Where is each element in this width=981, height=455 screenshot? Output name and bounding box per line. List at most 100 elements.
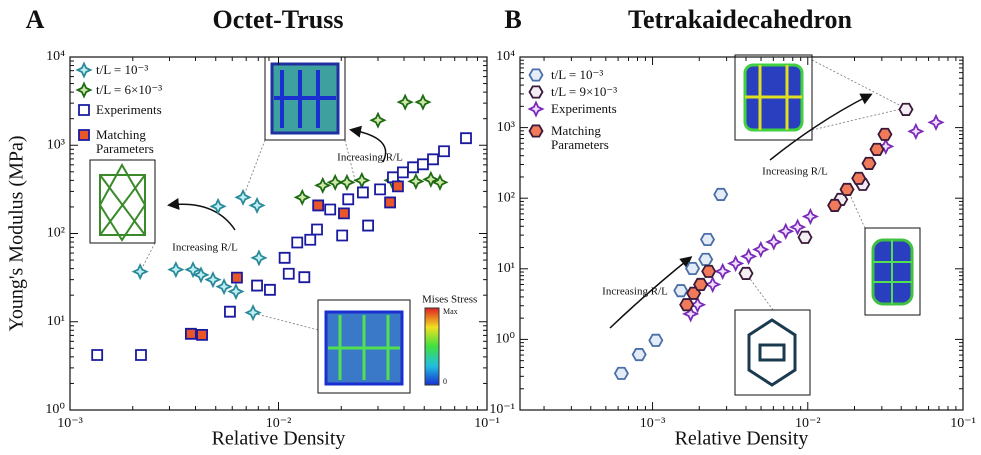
legend-label: Experiments <box>551 102 641 116</box>
point <box>280 253 290 263</box>
point <box>325 205 335 215</box>
colorbar-title: Mises Stress <box>422 294 477 306</box>
legend-entry: Matching Parameters <box>551 124 641 156</box>
legend-label: Matching Parameters <box>551 124 621 152</box>
y-tick-label: 10¹ <box>47 314 65 329</box>
legend-label: t/L = 9×10⁻³ <box>551 85 641 99</box>
point <box>428 154 438 164</box>
point <box>363 221 373 231</box>
point <box>702 266 715 277</box>
point <box>799 232 812 243</box>
point <box>899 104 912 115</box>
point <box>305 235 315 245</box>
y-axis-label: Young's Modulus (MPa) <box>6 135 28 331</box>
legend-marker <box>530 69 543 80</box>
point <box>841 184 854 195</box>
point <box>398 167 408 177</box>
point <box>674 285 687 296</box>
point <box>418 159 428 169</box>
point <box>375 184 385 194</box>
annotation: Increasing R/L <box>337 152 403 164</box>
legend-marker <box>79 105 89 115</box>
legend-label: t/L = 10⁻³ <box>551 68 641 82</box>
legend-label: Experiments <box>96 103 186 117</box>
point <box>439 146 449 156</box>
y-tick-label: 10⁰ <box>495 332 515 347</box>
point <box>340 176 353 189</box>
y-tick-label: 10⁻¹ <box>489 402 515 417</box>
legend-marker <box>530 103 543 116</box>
point <box>252 281 262 291</box>
point <box>265 285 275 295</box>
point <box>358 187 368 197</box>
point <box>313 200 323 210</box>
x-tick-label: 10⁻³ <box>57 416 83 431</box>
point <box>740 268 753 279</box>
point <box>92 350 102 360</box>
point <box>767 235 780 248</box>
point <box>136 350 146 360</box>
legend-marker <box>530 86 543 97</box>
point <box>870 144 883 155</box>
colorbar-min: 0 <box>443 377 447 386</box>
x-tick-label: 10⁻¹ <box>474 416 500 431</box>
legend-marker <box>530 125 543 136</box>
point <box>232 273 242 283</box>
annotation: Increasing R/L <box>762 166 828 178</box>
legend-marker <box>78 64 91 77</box>
point <box>355 174 368 187</box>
annotation: Increasing R/L <box>602 286 668 298</box>
point <box>878 129 891 140</box>
point <box>225 307 235 317</box>
y-tick-label: 10⁴ <box>46 49 65 64</box>
point <box>680 299 693 310</box>
y-tick-label: 10⁰ <box>45 402 65 417</box>
point <box>292 238 302 248</box>
y-tick-label: 10³ <box>47 137 65 152</box>
legend-entry: Matching Parameters <box>96 128 186 160</box>
point <box>316 179 329 192</box>
point <box>252 251 265 264</box>
point <box>284 269 294 279</box>
x-axis-label: Relative Density <box>212 428 346 450</box>
annotation: Increasing R/L <box>172 242 238 254</box>
chart-title: Tetrakaidecahedron <box>628 5 852 34</box>
point <box>169 263 182 276</box>
legend-marker <box>78 84 91 97</box>
point <box>385 197 395 207</box>
point <box>852 173 865 184</box>
point <box>371 114 384 127</box>
point <box>686 263 699 274</box>
point <box>299 272 309 282</box>
x-tick-label: 10⁻¹ <box>950 416 976 431</box>
point <box>828 200 841 211</box>
point <box>714 189 727 200</box>
y-tick-label: 10¹ <box>497 261 515 276</box>
legend-label: t/L = 10⁻³ <box>96 63 186 77</box>
point <box>186 329 196 339</box>
y-tick-label: 10² <box>497 190 515 205</box>
point <box>409 175 422 188</box>
point <box>716 265 729 278</box>
legend-marker <box>79 130 89 140</box>
panel-label: A <box>26 5 45 34</box>
x-axis-label: Relative Density <box>675 428 809 450</box>
point <box>863 158 876 169</box>
point <box>633 349 646 360</box>
point <box>339 208 349 218</box>
point <box>134 265 147 278</box>
point <box>694 279 707 290</box>
point <box>251 199 264 212</box>
point <box>337 230 347 240</box>
point <box>930 116 943 129</box>
point <box>296 191 309 204</box>
y-tick-label: 10³ <box>497 120 515 135</box>
point <box>729 257 742 270</box>
point <box>754 243 767 256</box>
point <box>804 210 817 223</box>
colorbar-max: Max <box>443 307 458 316</box>
point <box>237 191 250 204</box>
point <box>197 330 207 340</box>
figure: 10⁻³10⁻²10⁻¹10⁰10¹10²10³10⁴AOctet-TrussR… <box>0 0 981 455</box>
y-tick-label: 10⁴ <box>496 49 515 64</box>
